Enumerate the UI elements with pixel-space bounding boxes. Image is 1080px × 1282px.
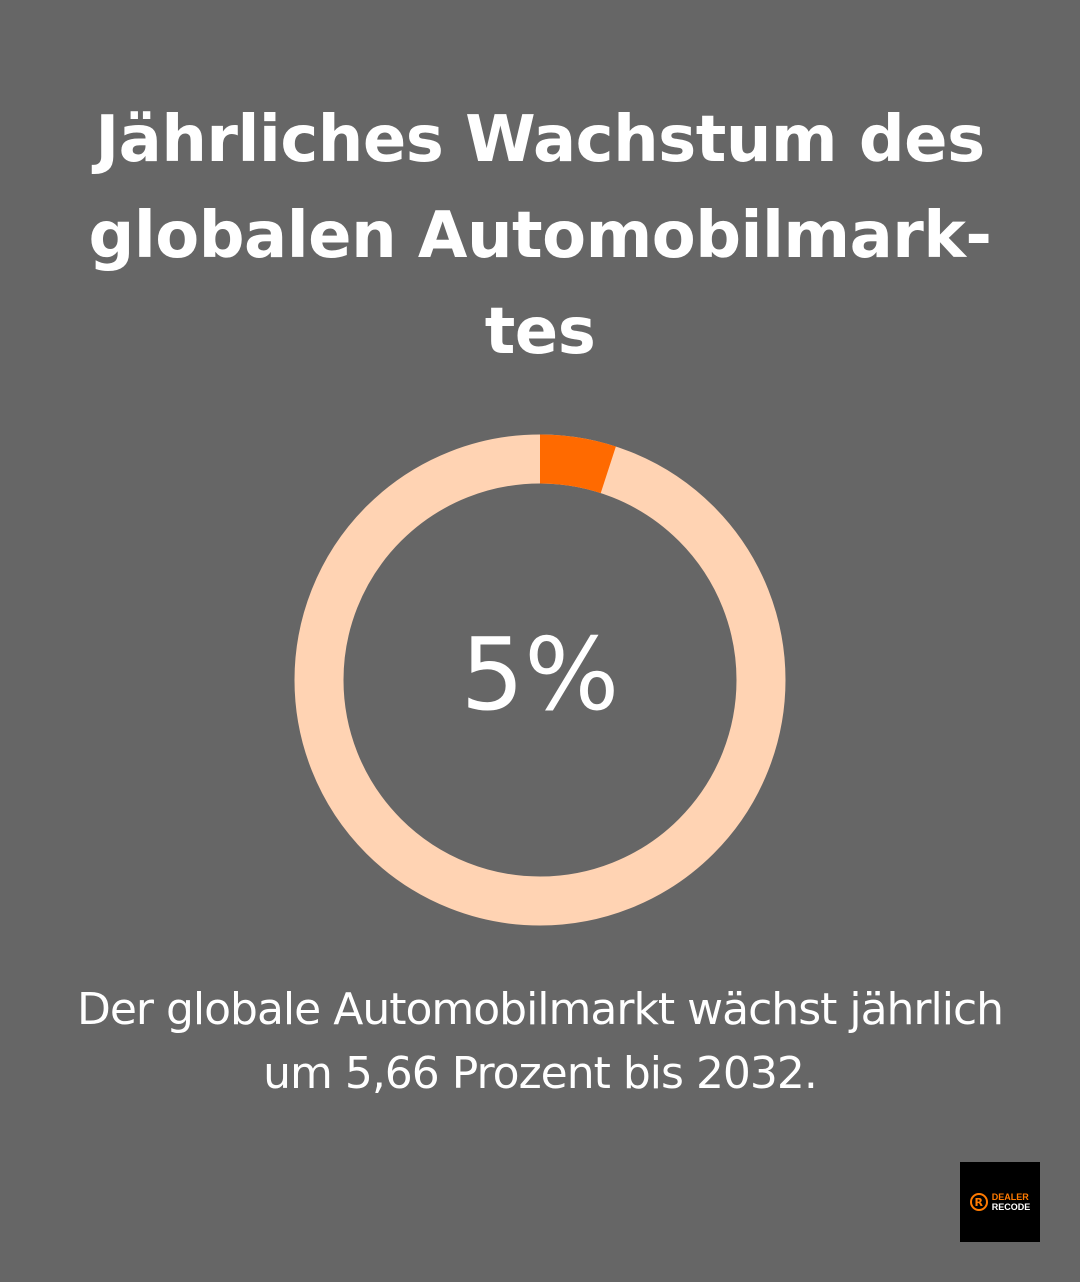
dealer-recode-logo: R DEALER RECODE <box>960 1162 1040 1242</box>
logo-r-icon: R <box>969 1193 988 1211</box>
description-line-1: Der globale Automobilmarkt wächst jährli… <box>76 984 1004 1035</box>
page-title: Jährliches Wachstum des globalen Automob… <box>40 92 1040 380</box>
title-line-1: Jährliches Wachstum des <box>95 103 985 177</box>
donut-segment-growth <box>294 434 786 926</box>
description-line-2: um 5,66 Prozent bis 2032. <box>263 1048 818 1099</box>
center-value: 5% <box>460 616 620 733</box>
description: Der globale Automobilmarkt wächst jährli… <box>40 978 1040 1106</box>
logo-word-1: DEALER <box>991 1192 1029 1202</box>
logo-word-2: RECODE <box>991 1202 1031 1212</box>
title-line-3: tes <box>484 295 596 369</box>
title-line-2: globalen Automobilmark- <box>88 199 992 273</box>
